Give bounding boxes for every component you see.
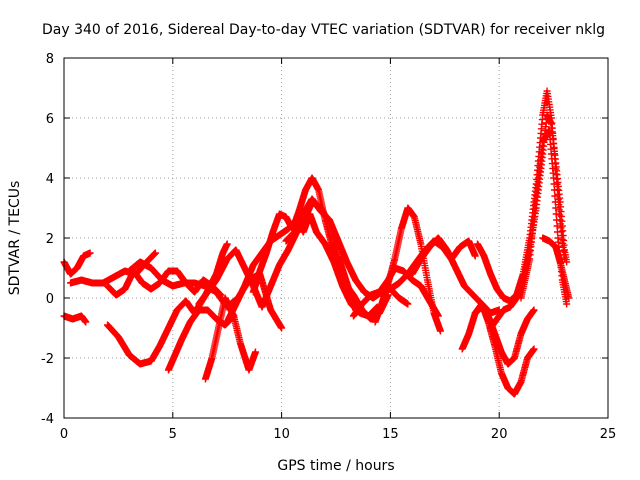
axis-ticks: [63, 57, 609, 419]
y-tick-label: 2: [46, 232, 54, 247]
data-points: [60, 87, 573, 398]
x-tick-label: 15: [382, 427, 399, 442]
y-tick-label: 8: [46, 52, 54, 67]
y-tick-label: -2: [41, 352, 54, 367]
x-tick-label: 5: [169, 427, 177, 442]
x-axis-label: GPS time / hours: [277, 458, 394, 474]
tick-labels: 0 5 10 15 20 25 -4 -2 0 2 4 6 8: [41, 52, 616, 442]
data-series-track-14: [349, 264, 442, 320]
data-series-track-22: [539, 234, 573, 302]
y-tick-label: 6: [46, 112, 54, 127]
data-series-track-2: [60, 312, 90, 326]
data-series-track-18: [471, 303, 538, 368]
chart-title: Day 340 of 2016, Sidereal Day-to-day VTE…: [42, 22, 605, 38]
y-tick-label: 0: [46, 292, 54, 307]
y-tick-label: -4: [41, 412, 54, 427]
x-tick-label: 20: [491, 427, 508, 442]
y-axis-label: SDTVAR / TECUs: [7, 181, 23, 296]
x-tick-label: 0: [60, 427, 68, 442]
x-tick-label: 10: [273, 427, 290, 442]
data-series-track-1: [60, 249, 94, 278]
x-tick-label: 25: [600, 427, 617, 442]
data-series-track-8: [201, 294, 259, 383]
data-series-track-16: [408, 234, 503, 317]
y-tick-label: 4: [46, 172, 54, 187]
